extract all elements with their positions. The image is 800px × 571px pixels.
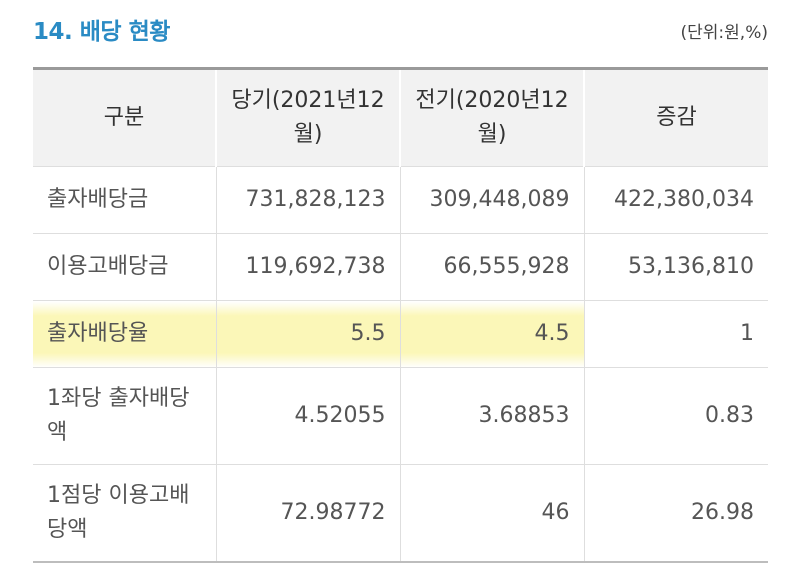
header-current-period: 당기(2021년12월) xyxy=(215,68,400,167)
row-label: 1좌당 출자배당액 xyxy=(33,367,216,465)
change-value: 0.83 xyxy=(583,367,768,465)
change-value: 1 xyxy=(583,300,768,368)
current-value: 5.5 xyxy=(215,300,400,368)
current-value: 119,692,738 xyxy=(215,233,400,301)
header-change: 증감 xyxy=(583,68,768,167)
unit-note: (단위:원,%) xyxy=(680,23,768,43)
change-value: 53,136,810 xyxy=(583,233,768,301)
previous-value: 46 xyxy=(399,464,584,563)
table-row: 1좌당 출자배당액 4.52055 3.68853 0.83 xyxy=(33,367,768,465)
table-row: 출자배당금 731,828,123 309,448,089 422,380,03… xyxy=(33,166,768,234)
header-category: 구분 xyxy=(33,68,216,167)
section-title: 14. 배당 현황 xyxy=(33,19,170,45)
previous-value: 3.68853 xyxy=(399,367,584,465)
change-value: 422,380,034 xyxy=(583,166,768,234)
header-previous-period: 전기(2020년12월) xyxy=(399,68,584,167)
row-label: 이용고배당금 xyxy=(33,233,216,301)
table-row-highlighted: 출자배당율 5.5 4.5 1 xyxy=(33,300,768,368)
current-value: 72.98772 xyxy=(215,464,400,563)
table-row: 1점당 이용고배당액 72.98772 46 26.98 xyxy=(33,464,768,563)
row-label: 1점당 이용고배당액 xyxy=(33,464,216,563)
table-header-row: 구분 당기(2021년12월) 전기(2020년12월) 증감 xyxy=(33,68,768,167)
previous-value: 4.5 xyxy=(399,300,584,368)
change-value: 26.98 xyxy=(583,464,768,563)
table-row: 이용고배당금 119,692,738 66,555,928 53,136,810 xyxy=(33,233,768,301)
previous-value: 66,555,928 xyxy=(399,233,584,301)
dividend-table: 구분 당기(2021년12월) 전기(2020년12월) 증감 출자배당금 73… xyxy=(33,67,768,563)
row-label: 출자배당율 xyxy=(33,300,216,368)
current-value: 4.52055 xyxy=(215,367,400,465)
previous-value: 309,448,089 xyxy=(399,166,584,234)
current-value: 731,828,123 xyxy=(215,166,400,234)
row-label: 출자배당금 xyxy=(33,166,216,234)
